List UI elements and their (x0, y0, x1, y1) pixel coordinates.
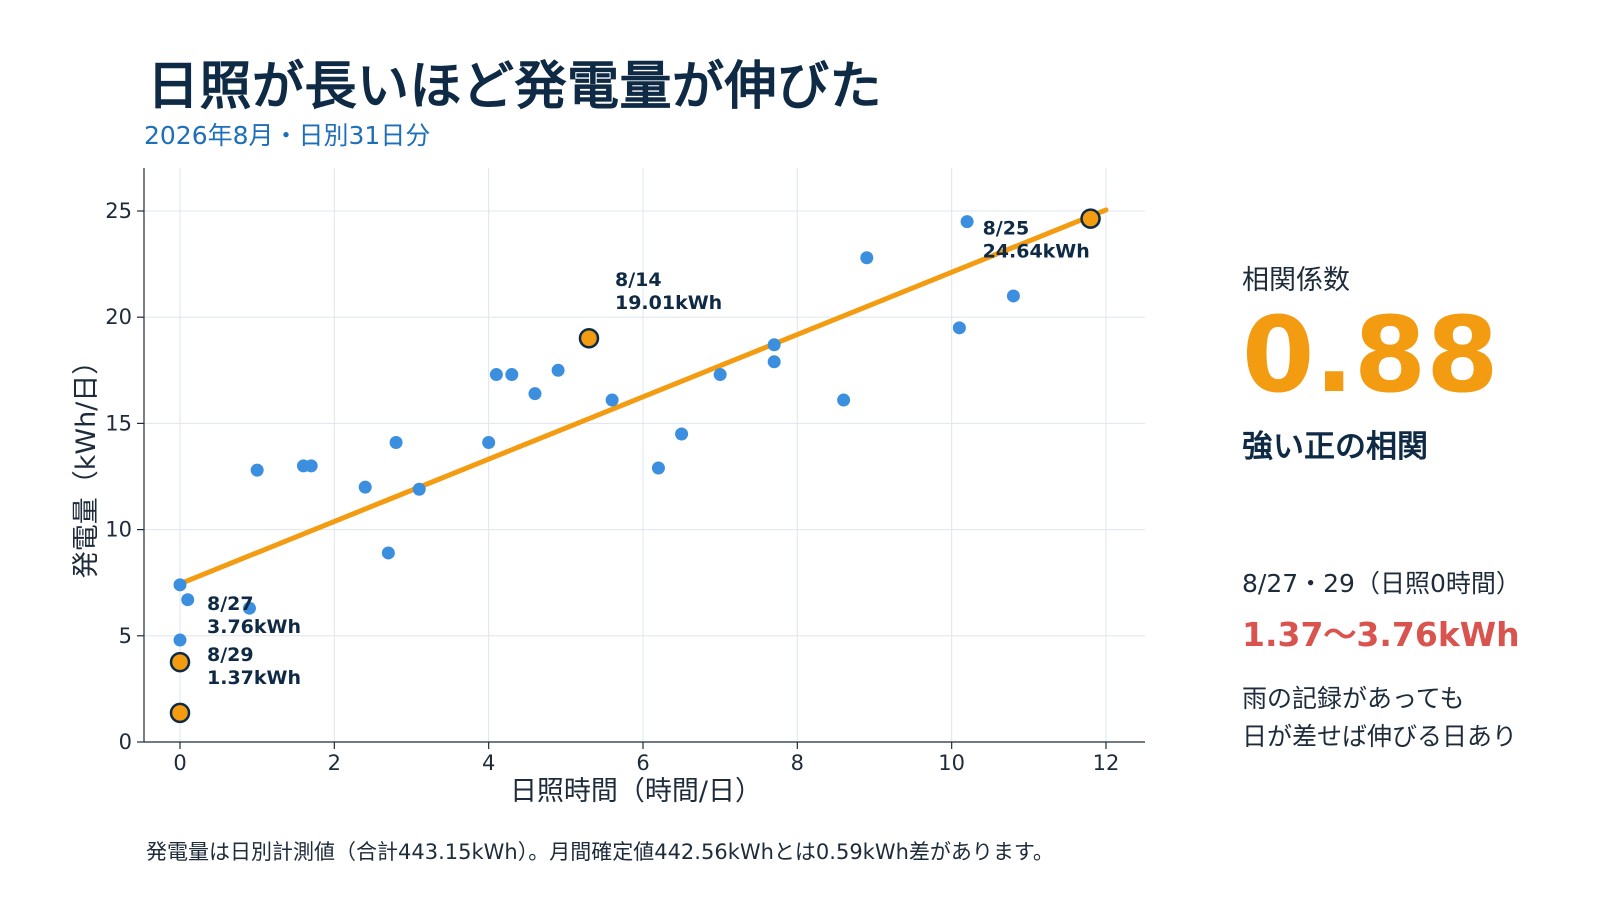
x-tick-label: 6 (636, 751, 649, 775)
page-title: 日照が長いほど発電量が伸びた (147, 57, 883, 117)
annotation-date: 8/14 (615, 269, 662, 291)
highlight-point (578, 327, 600, 349)
annotation-value: 19.01kWh (615, 292, 722, 314)
page-subtitle: 2026年8月・日別31日分 (144, 121, 431, 150)
data-point (651, 461, 665, 475)
x-axis-label: 日照時間（時間/日） (510, 776, 762, 807)
data-point (358, 480, 372, 494)
footnote: 発電量は日別計測値（合計443.15kWh）。月間確定値442.56kWhとは0… (146, 840, 1054, 864)
y-tick-label: 5 (119, 624, 132, 648)
x-tick-label: 4 (482, 751, 495, 775)
highlight-point (169, 702, 191, 724)
data-point (181, 593, 195, 607)
data-point (860, 251, 874, 265)
rain-note-line: 日が差せば伸びる日あり (1242, 722, 1518, 751)
annotation-date: 8/25 (983, 218, 1030, 240)
zero-sunshine-range: 1.37〜3.76kWh (1242, 615, 1520, 654)
data-point (952, 321, 966, 335)
data-point (1006, 289, 1020, 303)
data-points (173, 215, 1020, 647)
data-point (837, 393, 851, 407)
x-tick-label: 8 (791, 751, 804, 775)
y-tick-label: 15 (105, 411, 132, 435)
data-point (713, 368, 727, 382)
trend-line (177, 207, 1109, 587)
zero-sunshine-label: 8/27・29（日照0時間） (1242, 569, 1521, 598)
annotation-date: 8/27 (207, 593, 254, 615)
x-tick-label: 10 (938, 751, 965, 775)
y-tick-label: 20 (105, 305, 132, 329)
data-point (304, 459, 318, 473)
x-tick-label: 2 (328, 751, 341, 775)
data-point (489, 368, 503, 382)
correlation-panel: 相関係数 0.88 強い正の相関 (1242, 258, 1582, 466)
data-point (381, 546, 395, 560)
data-point (242, 601, 256, 615)
data-point (960, 215, 974, 229)
data-point (389, 436, 403, 450)
data-point (675, 427, 689, 441)
annotation-value: 24.64kWh (983, 241, 1090, 263)
y-tick-label: 10 (105, 518, 132, 542)
annotation-date: 8/29 (207, 644, 254, 666)
highlight-point (1080, 208, 1101, 229)
data-point (767, 355, 781, 369)
y-axis-label: 発電量（kWh/日） (71, 348, 102, 579)
data-point (482, 436, 496, 450)
rain-note: 雨の記録があっても 日が差せば伸びる日あり (1242, 680, 1517, 756)
data-point (250, 463, 264, 477)
data-point (173, 578, 187, 592)
correlation-value: 0.88 (1242, 294, 1499, 416)
axes: 0 2 4 6 8 10 12 0 5 10 15 20 25 (105, 168, 1145, 775)
annotation-value: 1.37kWh (207, 667, 301, 689)
correlation-description: 強い正の相関 (1242, 429, 1428, 465)
data-point (551, 363, 565, 377)
data-point (528, 387, 542, 401)
data-point (412, 482, 426, 496)
x-tick-label: 12 (1093, 751, 1120, 775)
y-tick-label: 0 (119, 730, 132, 754)
data-point (767, 338, 781, 352)
highlight-point (169, 651, 191, 673)
x-tick-label: 0 (173, 751, 186, 775)
correlation-label: 相関係数 (1242, 265, 1350, 296)
data-point (505, 368, 519, 382)
rain-note-line: 雨の記録があっても (1242, 684, 1465, 713)
trend-line-layer (177, 207, 1109, 587)
annotation-value: 3.76kWh (207, 616, 301, 638)
data-point (173, 633, 187, 647)
y-tick-label: 25 (105, 199, 132, 223)
data-point (605, 393, 619, 407)
highlighted-points (169, 208, 1101, 724)
